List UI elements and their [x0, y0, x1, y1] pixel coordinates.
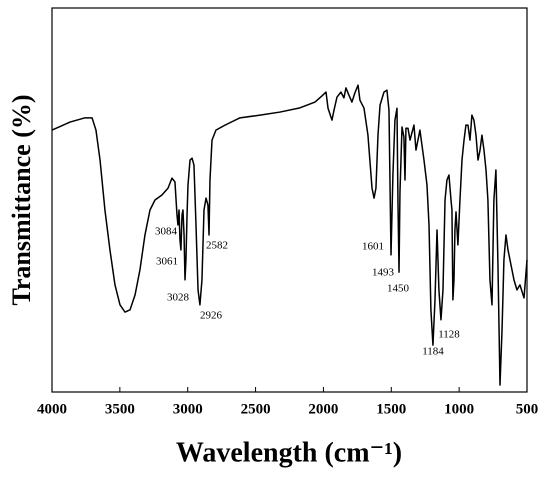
peak-label: 2582: [206, 240, 228, 252]
peak-label: 3084: [155, 226, 178, 238]
peak-label: 1601: [362, 241, 384, 253]
x-tick-label: 2500: [241, 401, 271, 417]
x-tick-label: 3500: [105, 401, 135, 417]
peak-label: 1450: [387, 283, 410, 295]
peak-label: 1128: [438, 329, 460, 341]
plot-frame: [51, 7, 528, 393]
x-tick-label: 500: [516, 401, 539, 417]
y-axis-title: Transmittance (%): [7, 94, 36, 305]
peak-label: 1184: [422, 346, 444, 358]
peak-label: 2926: [200, 310, 223, 322]
x-tick-label: 4000: [37, 401, 67, 417]
x-tick-label: 3000: [173, 401, 203, 417]
x-tick-label: 1500: [376, 401, 406, 417]
x-axis-title: Wavelength (cm⁻¹): [176, 437, 402, 468]
peak-label: 3028: [167, 292, 190, 304]
peak-label: 3061: [156, 256, 178, 268]
spectrum-line: [51, 84, 528, 386]
peak-label: 1493: [372, 267, 395, 279]
x-tick-label: 1000: [444, 401, 474, 417]
x-tick-label: 2000: [308, 401, 338, 417]
